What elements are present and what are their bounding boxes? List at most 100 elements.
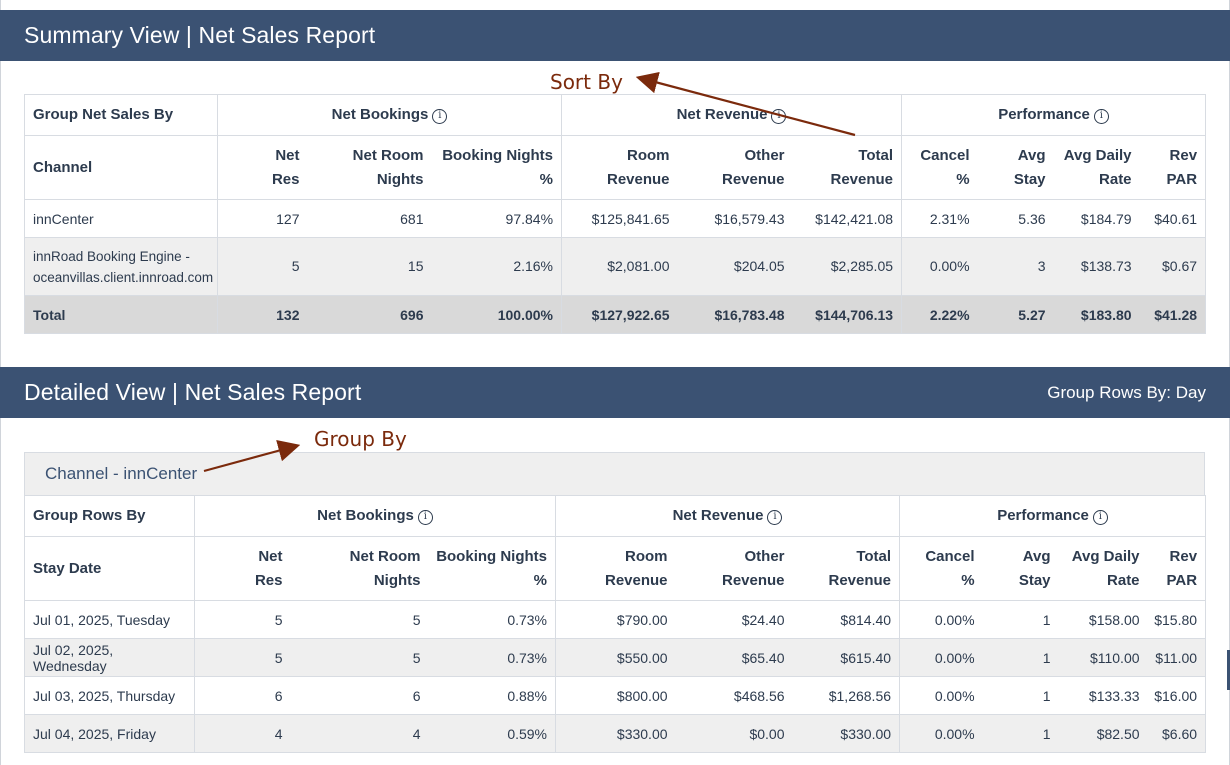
cell: 2.22% (901, 295, 978, 334)
col-net-room-nights[interactable]: Net Room Nights (307, 135, 432, 200)
cell: 4 (194, 714, 291, 753)
col-rev-par[interactable]: Rev PAR (1139, 135, 1207, 200)
cell: $330.00 (555, 714, 676, 753)
col-booking-nights-pct[interactable]: Booking Nights% (431, 135, 562, 200)
cell: $15.80 (1147, 600, 1207, 639)
summary-title: Summary View | Net Sales Report (24, 22, 376, 48)
cell: 5 (290, 638, 429, 677)
table-row: Jul 01, 2025, Tuesday 5 5 0.73% $790.00 $24.4… (24, 600, 1207, 639)
cell: $184.79 (1053, 199, 1140, 238)
cell: $2,081.00 (561, 237, 678, 296)
cell: $158.00 (1058, 600, 1148, 639)
col-other-revenue[interactable]: Other Revenue (675, 536, 793, 601)
cell: 100.00% (431, 295, 562, 334)
cell: 5 (217, 237, 308, 296)
channel-cell: innRoad Booking Engine - oceanvillas.clie… (24, 237, 218, 296)
cell: $615.40 (792, 638, 900, 677)
cell: 4 (290, 714, 429, 753)
cell: 681 (307, 199, 432, 238)
cell: 2.31% (901, 199, 978, 238)
cell: 0.00% (899, 676, 983, 715)
cell: 0.00% (899, 600, 983, 639)
cell: 0.00% (899, 638, 983, 677)
cell: $16,579.43 (677, 199, 793, 238)
cell: $468.56 (675, 676, 793, 715)
info-icon[interactable]: i (1093, 109, 1109, 124)
col-avg-daily-rate[interactable]: Avg Daily Rate (1058, 536, 1148, 601)
stay-date-column-header[interactable]: Stay Date (24, 536, 195, 601)
cell: $2,285.05 (792, 237, 902, 296)
info-icon[interactable]: i (432, 109, 448, 124)
info-icon[interactable]: i (767, 510, 783, 525)
group-by-annotation: Group By (314, 427, 407, 451)
info-icon[interactable]: i (417, 510, 433, 525)
cell: $127,922.65 (561, 295, 678, 334)
net-revenue-group-header: Net Revenue i (555, 495, 900, 537)
cell: $16.00 (1147, 676, 1207, 715)
sort-by-annotation: Sort By (550, 70, 623, 94)
stay-date-cell: Jul 03, 2025, Thursday (24, 676, 195, 715)
cell: $11.00 (1147, 638, 1207, 677)
group-rows-by-label: Group Rows By (24, 495, 195, 537)
total-label: Total (24, 295, 218, 334)
col-total-revenue[interactable]: Total Revenue (792, 536, 900, 601)
info-icon[interactable]: i (771, 109, 787, 124)
col-booking-nights-pct[interactable]: Booking Nights% (428, 536, 556, 601)
col-total-revenue[interactable]: Total Revenue (792, 135, 902, 200)
cell: $0.00 (675, 714, 793, 753)
col-other-revenue[interactable]: Other Revenue (677, 135, 793, 200)
scrollbar-thumb[interactable] (1227, 650, 1230, 690)
col-rev-par[interactable]: Rev PAR (1147, 536, 1207, 601)
col-avg-stay[interactable]: Avg Stay (982, 536, 1059, 601)
cell: $16,783.48 (677, 295, 793, 334)
cell: $0.67 (1139, 237, 1207, 296)
stay-date-cell: Jul 04, 2025, Friday (24, 714, 195, 753)
col-cancel-pct[interactable]: Cancel% (901, 135, 978, 200)
cell: 1 (982, 638, 1059, 677)
cell: 0.73% (428, 638, 556, 677)
summary-table: Group Net Sales By Net Bookings i Net Rev… (24, 94, 1207, 334)
cell: $183.80 (1053, 295, 1140, 334)
col-net-res[interactable]: Net Res (194, 536, 291, 601)
performance-group-header: Performance i (899, 495, 1207, 537)
cell: 6 (290, 676, 429, 715)
cell: $110.00 (1058, 638, 1148, 677)
detail-header-bar: Detailed View | Net Sales Report Group R… (0, 367, 1230, 418)
cell: $204.05 (677, 237, 793, 296)
group-rows-by-selector[interactable]: Group Rows By: Day (1047, 382, 1206, 402)
col-net-res[interactable]: Net Res (217, 135, 308, 200)
table-row: Jul 04, 2025, Friday 4 4 0.59% $330.00 $0.00 $… (24, 714, 1207, 753)
summary-header-bar: Summary View | Net Sales Report (0, 10, 1230, 61)
cell: $6.60 (1147, 714, 1207, 753)
col-room-revenue[interactable]: Room Revenue (561, 135, 678, 200)
cell: $24.40 (675, 600, 793, 639)
col-room-revenue[interactable]: Room Revenue (555, 536, 676, 601)
col-cancel-pct[interactable]: Cancel% (899, 536, 983, 601)
col-avg-daily-rate[interactable]: Avg Daily Rate (1053, 135, 1140, 200)
cell: 5.27 (977, 295, 1054, 334)
cell: 0.73% (428, 600, 556, 639)
cell: 1 (982, 714, 1059, 753)
cell: 0.00% (899, 714, 983, 753)
stay-date-cell: Jul 01, 2025, Tuesday (24, 600, 195, 639)
cell: 15 (307, 237, 432, 296)
stay-date-cell: Jul 02, 2025, Wednesday (24, 638, 195, 677)
performance-group-header: Performance i (901, 94, 1207, 136)
cell: 0.00% (901, 237, 978, 296)
cell: 1 (982, 600, 1059, 639)
cell: $133.33 (1058, 676, 1148, 715)
cell: 97.84% (431, 199, 562, 238)
cell: $550.00 (555, 638, 676, 677)
channel-column-header[interactable]: Channel (24, 135, 218, 200)
cell: $142,421.08 (792, 199, 902, 238)
cell: $330.00 (792, 714, 900, 753)
col-net-room-nights[interactable]: Net Room Nights (290, 536, 429, 601)
cell: $814.40 (792, 600, 900, 639)
cell: $800.00 (555, 676, 676, 715)
info-icon[interactable]: i (1092, 510, 1108, 525)
net-bookings-group-header: Net Bookings i (216, 94, 562, 136)
cell: $1,268.56 (792, 676, 900, 715)
cell: 5 (194, 638, 291, 677)
col-avg-stay[interactable]: Avg Stay (977, 135, 1054, 200)
cell: 2.16% (431, 237, 562, 296)
